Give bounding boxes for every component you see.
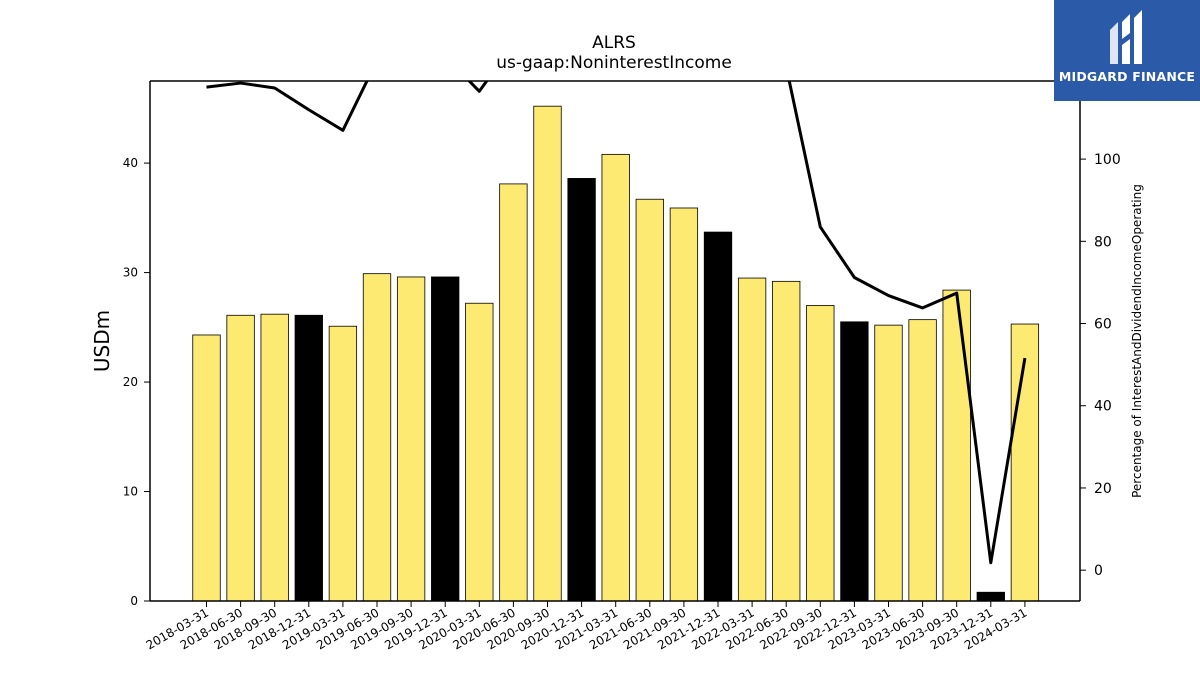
y-tick-label: 20 bbox=[123, 375, 138, 389]
bar bbox=[772, 280, 801, 602]
y2-tick-label: 100 bbox=[1094, 152, 1121, 168]
bar bbox=[533, 105, 562, 602]
bar bbox=[874, 324, 903, 602]
bar bbox=[1010, 323, 1040, 602]
bar bbox=[703, 231, 733, 602]
y2-axis-label: Percentage of InterestAndDividendIncomeO… bbox=[1130, 184, 1144, 498]
line-group bbox=[206, 81, 1027, 565]
percentage-line bbox=[206, 81, 1027, 565]
y2-tick-label: 40 bbox=[1094, 399, 1112, 415]
bar bbox=[601, 153, 630, 602]
bar bbox=[840, 321, 869, 602]
brand-logo-icon bbox=[1110, 10, 1142, 64]
bar bbox=[908, 319, 937, 602]
y-tick-label: 10 bbox=[123, 485, 138, 499]
bar bbox=[635, 198, 664, 602]
bar bbox=[362, 273, 392, 602]
y-tick-label: 40 bbox=[123, 156, 138, 170]
y2-tick-label: 20 bbox=[1094, 481, 1112, 497]
bar bbox=[396, 276, 426, 602]
bar bbox=[260, 313, 289, 602]
y-tick-label: 30 bbox=[123, 266, 138, 280]
bar bbox=[737, 277, 767, 602]
y-axis-label: USDm bbox=[90, 310, 114, 372]
bar bbox=[806, 305, 835, 602]
bar bbox=[465, 302, 494, 602]
bar bbox=[567, 178, 596, 602]
bar bbox=[226, 314, 255, 602]
bar bbox=[499, 183, 528, 602]
bar bbox=[192, 334, 221, 602]
chart-subtitle: us-gaap:NoninterestIncome bbox=[496, 53, 732, 73]
y2-tick-label: 60 bbox=[1094, 317, 1112, 333]
bars-group bbox=[192, 105, 1040, 602]
bar bbox=[294, 314, 323, 602]
y2-tick-label: 0 bbox=[1094, 563, 1103, 579]
brand-logo: MIDGARD FINANCE bbox=[1054, 0, 1200, 101]
chart-title: ALRS bbox=[592, 33, 636, 53]
bar bbox=[669, 207, 699, 602]
brand-name: MIDGARD FINANCE bbox=[1058, 69, 1196, 84]
bar bbox=[328, 325, 358, 602]
bar bbox=[431, 276, 460, 602]
bar bbox=[976, 591, 1005, 602]
y-tick-label: 0 bbox=[130, 594, 138, 608]
y2-tick-label: 80 bbox=[1094, 234, 1112, 250]
bar bbox=[942, 289, 971, 602]
